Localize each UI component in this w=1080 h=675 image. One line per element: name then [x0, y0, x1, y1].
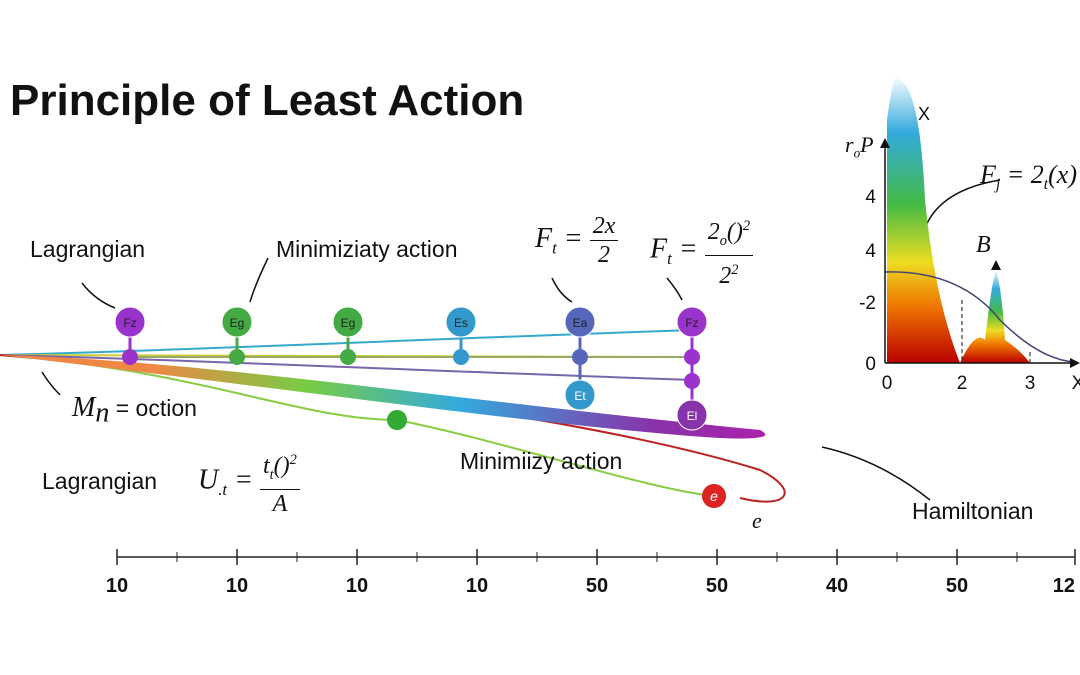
nodes: Fz Eg Eg Es Ea Fz Et El e: [114, 306, 726, 508]
axis-ticks: 10 10 10 10 50 50 40 50 12: [106, 549, 1076, 597]
node: [564, 306, 596, 338]
node-label: Es: [454, 316, 468, 330]
f: F: [650, 233, 668, 265]
node: [221, 306, 253, 338]
rhs-sub: t: [1043, 176, 1049, 194]
tick-label: 12: [1053, 575, 1075, 597]
formula: U.t = tt()2 A: [198, 446, 300, 518]
inset-x-tick: X: [1072, 373, 1080, 394]
r: r: [845, 132, 854, 157]
den: 2: [598, 242, 611, 268]
num: 2x: [589, 212, 619, 241]
node: [114, 306, 146, 338]
node-label: Fz: [685, 316, 698, 330]
node: [564, 379, 596, 411]
small-node: [684, 373, 700, 389]
den: A: [272, 490, 288, 517]
node: [332, 306, 364, 338]
p: P: [860, 132, 874, 157]
tick-label: 50: [946, 575, 968, 597]
num-rest: (): [273, 453, 290, 479]
small-node: [340, 349, 356, 365]
node-label: Ea: [573, 316, 588, 330]
node-label: Eg: [230, 316, 245, 330]
node: [676, 306, 708, 338]
node: [676, 399, 708, 431]
node: [702, 484, 726, 508]
node-label: Et: [574, 389, 586, 403]
formula: Ft = 2x 2: [535, 212, 619, 269]
b-label: B: [976, 232, 991, 258]
u-sub: .t: [218, 479, 228, 499]
formula: Ft = 2o()2 22: [650, 212, 754, 290]
tick-label: 10: [346, 575, 368, 597]
den-sup: 2: [731, 261, 739, 278]
rhs: = 2: [1006, 160, 1044, 189]
f-sub: j: [995, 176, 1001, 194]
num-rest: (): [726, 219, 743, 245]
node-label: Eg: [341, 316, 356, 330]
node-label: e: [710, 488, 718, 504]
label: Minimiziaty action: [276, 236, 458, 262]
small-node: [122, 349, 138, 365]
node: [445, 306, 477, 338]
tick-label: 10: [466, 575, 488, 597]
inset-y-tick: 4: [865, 241, 876, 262]
num-sub: o: [719, 232, 727, 249]
m: M: [72, 392, 96, 423]
m-sub: n: [95, 397, 110, 429]
node-label: El: [687, 409, 698, 423]
num-sub: t: [269, 466, 274, 483]
label: Minimiizy action: [460, 448, 623, 474]
tick-label: 10: [106, 575, 128, 597]
paths: [0, 329, 786, 503]
num: t: [263, 453, 270, 479]
f-sub: t: [552, 238, 557, 258]
inset-x-tick: 2: [957, 373, 968, 394]
inset-y-tick: 4: [865, 187, 876, 208]
num-sup: 2: [742, 218, 751, 234]
label: Lagrangian: [30, 236, 146, 262]
inset-y-tick: -2: [859, 293, 876, 314]
inset-x-tick: 3: [1025, 373, 1036, 394]
peak-label: X: [918, 104, 931, 124]
rhs-rest: (x): [1048, 160, 1077, 189]
u: U: [198, 464, 219, 496]
inset: [880, 75, 1080, 368]
small-node: [453, 349, 469, 365]
inset-y-tick: 0: [865, 354, 876, 375]
tick-label: 50: [586, 575, 608, 597]
inset-y-label: roP: [845, 132, 874, 161]
small-node: [229, 349, 245, 365]
m-rhs: = oction: [115, 395, 197, 421]
arrows: [41, 179, 1001, 501]
num-sup: 2: [289, 452, 297, 468]
r-sub: o: [853, 145, 861, 161]
label: Mn = oction: [72, 392, 197, 430]
num: 2: [707, 219, 720, 245]
node-label: Fz: [123, 316, 136, 330]
inset-ticks: 4 4 -2 00 2 3 X: [859, 187, 1080, 394]
f-sub: t: [667, 248, 672, 268]
label: Hamiltonian: [912, 498, 1034, 524]
title: Principle of Least Action: [10, 76, 525, 125]
f: F: [980, 160, 996, 189]
tick-label: 40: [826, 575, 848, 597]
node: [387, 410, 407, 430]
inset-formula: Fj = 2t(x): [980, 160, 1077, 194]
tick-label: 50: [706, 575, 728, 597]
label: e: [752, 508, 762, 533]
label: Lagrangian: [42, 468, 158, 494]
inset-x-tick: 0: [882, 373, 893, 394]
tick-label: 10: [226, 575, 248, 597]
den: 2: [719, 262, 732, 289]
f: F: [535, 222, 553, 254]
